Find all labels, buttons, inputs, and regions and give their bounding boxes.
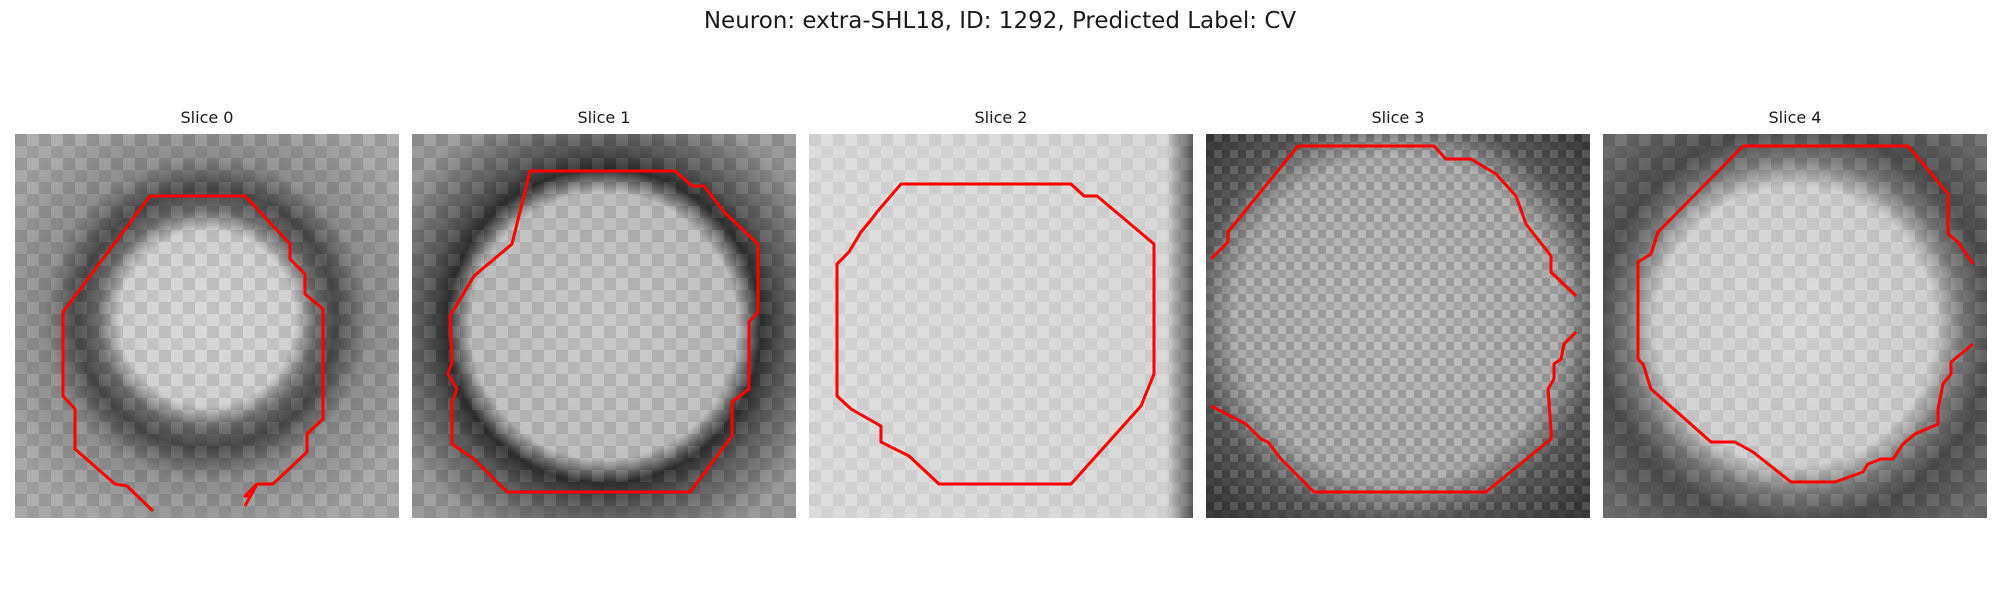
slice-title-0: Slice 0 bbox=[180, 108, 234, 127]
slice-svg-0 bbox=[15, 134, 399, 518]
slice-svg-4 bbox=[1603, 134, 1987, 518]
contour-line-1 bbox=[446, 169, 760, 494]
slice-svg-1 bbox=[412, 134, 796, 518]
slice-svg-3 bbox=[1206, 134, 1590, 518]
slice-noise-4 bbox=[1603, 134, 1987, 518]
contour-line-3b bbox=[1210, 330, 1578, 494]
contour-line-2 bbox=[835, 182, 1156, 486]
slice-image-3 bbox=[1206, 134, 1590, 518]
contour-line-0 bbox=[150, 194, 325, 507]
slice-svg-2 bbox=[809, 134, 1193, 518]
slice-title-2: Slice 2 bbox=[974, 108, 1028, 127]
slice-noise-0 bbox=[15, 134, 399, 518]
slice-image-1 bbox=[412, 134, 796, 518]
contour-line-4 bbox=[1636, 144, 1975, 484]
contour-line-0c bbox=[243, 482, 259, 498]
slice-title-1: Slice 1 bbox=[577, 108, 631, 127]
slice-panel-0: Slice 0 bbox=[15, 108, 399, 520]
slice-panel-1: Slice 1 bbox=[412, 108, 796, 520]
slice-noise-1 bbox=[412, 134, 796, 518]
slice-image-0 bbox=[15, 134, 399, 518]
slice-title-3: Slice 3 bbox=[1371, 108, 1425, 127]
slice-noise-2 bbox=[809, 134, 1193, 518]
contour-line-3a bbox=[1209, 144, 1578, 298]
figure-title: Neuron: extra-SHL18, ID: 1292, Predicted… bbox=[703, 8, 1297, 34]
slice-noise-3 bbox=[1206, 134, 1590, 518]
slice-panel-2: Slice 2 bbox=[809, 108, 1193, 520]
slice-panel-3: Slice 3 bbox=[1206, 108, 1590, 520]
contour-line-0b bbox=[61, 195, 155, 513]
slice-image-2 bbox=[809, 134, 1193, 518]
slice-title-4: Slice 4 bbox=[1768, 108, 1822, 127]
slice-image-4 bbox=[1603, 134, 1987, 518]
slice-panel-4: Slice 4 bbox=[1603, 108, 1987, 520]
